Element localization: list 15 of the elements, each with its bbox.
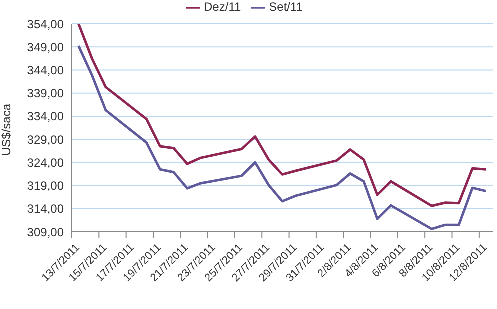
y-tick-label: 319,00 [27, 179, 64, 194]
legend-label: Set/11 [269, 0, 303, 14]
y-tick-label: 349,00 [27, 40, 64, 54]
y-tick-label: 329,00 [27, 132, 64, 147]
y-tick-label: 344,00 [27, 63, 64, 78]
legend-label: Dez/11 [204, 0, 242, 14]
y-tick-label: 309,00 [27, 225, 64, 240]
line-series [78, 24, 488, 208]
y-tick-label: 314,00 [27, 202, 64, 216]
y-tick-label: 354,00 [27, 17, 64, 32]
line-series [78, 44, 488, 230]
y-tick-label: 324,00 [27, 156, 64, 170]
y-tick-label: 339,00 [27, 86, 64, 101]
y-tick-label: 334,00 [27, 110, 64, 124]
y-axis-title: US$/saca [0, 104, 14, 156]
